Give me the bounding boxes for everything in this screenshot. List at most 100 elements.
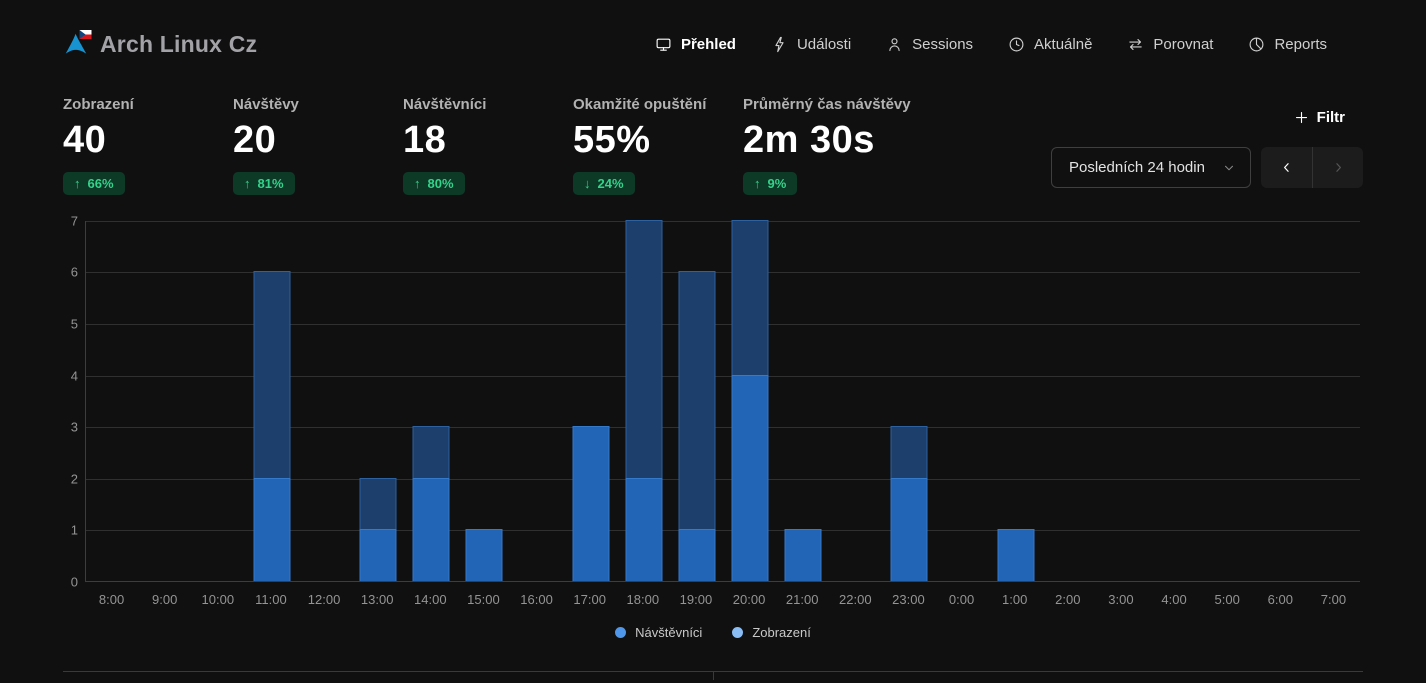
next-period-button[interactable]: [1312, 147, 1363, 188]
chevron-right-icon: [1335, 163, 1341, 172]
site-title: Arch Linux Cz: [100, 30, 258, 57]
y-tick-label: 7: [70, 213, 78, 229]
nav-item-label: Aktuálně: [1034, 35, 1093, 53]
metric-change-value: 80%: [427, 175, 454, 191]
x-tick-label: 12:00: [307, 591, 341, 607]
x-tick-label: 23:00: [892, 591, 925, 607]
metric-navstevy: Návštěvy 20 ↑ 81%: [233, 96, 403, 195]
gridline: [86, 478, 1360, 480]
bar-návštěvníci: [890, 477, 928, 581]
metrics-row: Zobrazení 40 ↑ 66% Návštěvy 20 ↑ 81% Návšt…: [63, 96, 1051, 195]
chevron-left-icon: [1284, 163, 1289, 172]
panel-divider: [713, 671, 714, 680]
x-tick-label: 5:00: [1214, 591, 1240, 607]
metric-change-badge: ↑ 80%: [403, 171, 465, 195]
metric-value: 20: [233, 119, 277, 161]
metric-value: 2m 30s: [743, 119, 875, 161]
prev-period-button[interactable]: [1261, 147, 1312, 188]
main-nav: Přehled Události Sessions Aktuálně Porov…: [655, 36, 1363, 53]
y-tick-label: 0: [70, 574, 78, 590]
bar-návštěvníci: [625, 477, 663, 581]
metric-change-badge: ↑ 66%: [63, 171, 125, 195]
metric-change-value: 24%: [597, 175, 624, 191]
plot-area: [85, 219, 1360, 582]
metric-change-value: 81%: [257, 175, 284, 191]
x-tick-label: 13:00: [360, 591, 394, 607]
plus-icon: [1295, 111, 1307, 124]
nav-item-udalosti[interactable]: Události: [771, 36, 851, 53]
y-tick-label: 3: [70, 419, 78, 435]
nav-item-sessions[interactable]: Sessions: [886, 36, 973, 53]
bar-návštěvníci: [784, 529, 822, 581]
metric-change-badge: ↑ 9%: [743, 171, 798, 195]
arrow-up-icon: ↑: [754, 175, 761, 191]
bar-návštěvníci: [997, 529, 1035, 581]
nav-item-porovnat[interactable]: Porovnat: [1127, 36, 1213, 53]
nav-item-label: Přehled: [680, 35, 736, 53]
x-tick-label: 11:00: [255, 591, 287, 607]
nav-item-reports[interactable]: Reports: [1248, 36, 1327, 53]
chevron-down-icon: [1224, 165, 1234, 170]
x-tick-label: 15:00: [467, 591, 500, 607]
x-tick-label: 8:00: [98, 591, 125, 607]
bar-návštěvníci: [678, 529, 716, 581]
metric-value: 40: [63, 119, 107, 161]
metric-label: Zobrazení: [63, 96, 134, 113]
gridline: [86, 272, 1360, 274]
metric-change-value: 66%: [87, 175, 114, 191]
metric-prumerny-cas: Průměrný čas návštěvy 2m 30s ↑ 9%: [743, 96, 921, 195]
arrow-up-icon: ↑: [74, 175, 81, 191]
arrow-down-icon: ↓: [584, 175, 591, 191]
chart-legend: Návštěvníci Zobrazení: [63, 625, 1363, 641]
bar-návštěvníci: [253, 477, 291, 581]
nav-item-label: Sessions: [912, 35, 974, 53]
x-tick-label: 21:00: [785, 591, 819, 607]
bar-návštěvníci: [731, 374, 769, 581]
metric-label: Průměrný čas návštěvy: [743, 96, 911, 113]
date-range-value: Posledních 24 hodin: [1069, 159, 1205, 176]
bottom-panels-divider: [63, 670, 1363, 680]
x-tick-label: 14:00: [414, 591, 447, 607]
x-tick-label: 6:00: [1267, 591, 1293, 607]
y-tick-label: 2: [70, 471, 78, 487]
swap-arrows-icon: [1129, 38, 1143, 50]
legend-label: Návštěvníci: [635, 625, 703, 641]
metric-okamzite-opusteni: Okamžité opuštění 55% ↓ 24%: [573, 96, 743, 195]
y-tick-label: 6: [70, 264, 78, 280]
legend-label: Zobrazení: [752, 625, 811, 641]
x-tick-label: 16:00: [520, 591, 553, 607]
x-tick-label: 7:00: [1320, 591, 1347, 607]
person-icon: [889, 37, 900, 51]
legend-dot: [732, 627, 744, 639]
x-tick-label: 19:00: [679, 591, 713, 607]
x-tick-label: 2:00: [1055, 591, 1081, 607]
nav-item-prehled[interactable]: Přehled: [655, 36, 736, 53]
metric-label: Návštěvy: [233, 96, 299, 113]
metric-value: 55%: [573, 119, 651, 161]
metric-value: 18: [403, 119, 447, 161]
filter-button[interactable]: Filtr: [1294, 109, 1345, 126]
clock-icon: [1009, 37, 1024, 51]
x-tick-label: 0:00: [948, 591, 975, 607]
date-controls: Posledních 24 hodin: [1051, 147, 1363, 188]
brand[interactable]: Arch Linux Cz: [63, 30, 258, 58]
metric-change-badge: ↓ 24%: [573, 171, 635, 195]
legend-item-zobrazeni[interactable]: Zobrazení: [732, 625, 811, 641]
nav-item-aktualne[interactable]: Aktuálně: [1008, 36, 1092, 53]
chart-controls: Filtr Posledních 24 hodin: [1051, 96, 1363, 188]
date-pager: [1261, 147, 1363, 188]
metric-zobrazeni: Zobrazení 40 ↑ 66%: [63, 96, 233, 195]
x-tick-label: 20:00: [732, 591, 766, 607]
bar-návštěvníci: [412, 477, 450, 581]
legend-item-navstevnici[interactable]: Návštěvníci: [615, 625, 702, 641]
monitor-icon: [656, 38, 671, 51]
gridline: [86, 375, 1360, 377]
x-tick-label: 3:00: [1108, 591, 1134, 607]
date-range-select[interactable]: Posledních 24 hodin: [1051, 147, 1251, 188]
bar-návštěvníci: [465, 529, 503, 581]
x-tick-label: 22:00: [839, 591, 872, 607]
metrics-section: Zobrazení 40 ↑ 66% Návštěvy 20 ↑ 81% Návšt…: [63, 88, 1363, 195]
gridline: [86, 324, 1360, 326]
y-tick-label: 5: [70, 316, 78, 332]
